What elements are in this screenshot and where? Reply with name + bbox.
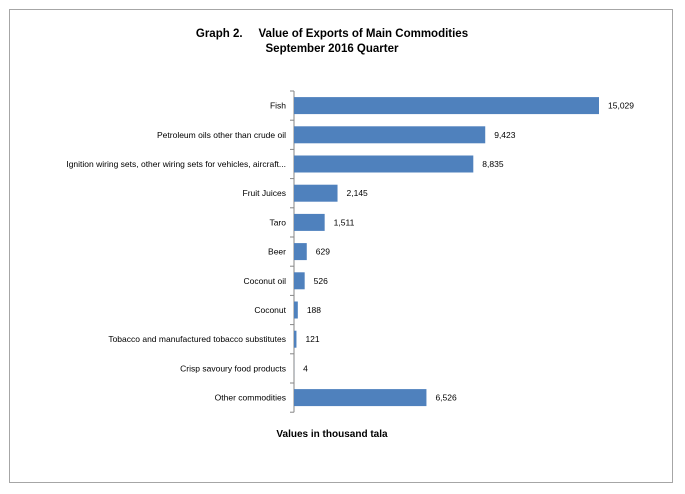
bar [294,126,486,144]
y-tick-label: Coconut [254,305,286,315]
y-tick-label: Crisp savoury food products [180,363,286,373]
x-axis-label: Values in thousand tala [276,429,388,440]
y-tick-label: Tobacco and manufactured tobacco substit… [108,334,286,344]
data-label: 629 [316,247,330,257]
data-label: 1,511 [334,217,355,227]
data-label: 188 [307,305,321,315]
y-tick-label: Coconut oil [243,276,286,286]
y-tick-label: Taro [269,217,286,227]
data-label: 9,423 [494,130,516,140]
y-tick-label: Ignition wiring sets, other wiring sets … [66,159,286,169]
bar [294,330,297,348]
y-tick-label: Petroleum oils other than crude oil [157,130,286,140]
bar [294,272,305,290]
bar [294,213,325,231]
chart-subtitle: September 2016 Quarter [265,43,399,55]
chart-title-block: Graph 2. Value of Exports of Main Commod… [0,27,664,57]
data-label: 2,145 [347,188,369,198]
bar [294,184,338,202]
bar [294,155,474,173]
data-label: 8,835 [482,159,504,169]
y-tick-label: Other commodities [215,393,286,403]
data-label: 4 [303,363,308,373]
y-tick-label: Fish [270,101,286,111]
y-tick-label: Fruit Juices [243,188,286,198]
bar [294,243,307,261]
data-label: 6,526 [435,393,457,403]
chart-title: Graph 2. Value of Exports of Main Commod… [195,28,469,40]
data-label: 526 [314,276,328,286]
data-label: 15,029 [608,101,634,111]
data-label: 121 [305,334,319,344]
bar [294,97,599,115]
bar [294,301,298,319]
y-tick-label: Beer [268,247,286,257]
bar [294,389,427,407]
